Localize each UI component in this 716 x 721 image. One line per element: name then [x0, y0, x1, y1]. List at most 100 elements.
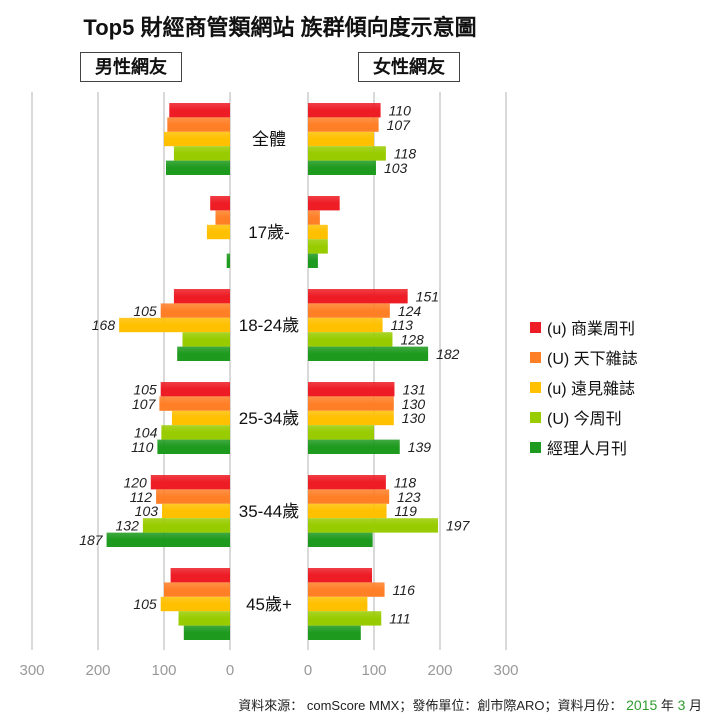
female-data-label: 130 — [402, 396, 426, 412]
legend-label: 經理人月刊 — [547, 441, 628, 458]
legend-swatch — [530, 381, 541, 393]
legend-item: (u) 遠見雜誌 — [530, 372, 638, 402]
female-bar — [308, 382, 395, 397]
source-year: 2015 — [626, 697, 658, 713]
female-data-label: 118 — [394, 146, 417, 162]
female-bar — [308, 146, 386, 161]
female-bar — [308, 439, 400, 454]
female-bar — [308, 532, 373, 547]
male-bar — [156, 489, 230, 504]
category-label: 25-34歲 — [239, 409, 299, 428]
male-bar — [164, 582, 230, 597]
male-data-label: 112 — [130, 489, 153, 505]
male-bar — [159, 396, 230, 411]
male-bar — [160, 303, 230, 318]
male-bar — [170, 568, 230, 583]
female-data-label: 182 — [436, 346, 460, 362]
legend-swatch — [530, 351, 541, 363]
male-data-label: 105 — [133, 381, 157, 397]
male-tick-label: 200 — [85, 662, 110, 679]
male-data-label: 168 — [92, 317, 116, 333]
legend-item: (u) 商業周刊 — [530, 312, 638, 342]
legend-label: (U) 天下雜誌 — [547, 351, 638, 368]
female-data-label: 111 — [389, 611, 410, 627]
male-bar — [106, 532, 230, 547]
male-bar — [157, 439, 230, 454]
female-bar — [308, 611, 382, 626]
source-month: 3 — [677, 697, 686, 713]
female-data-label: 110 — [389, 102, 412, 118]
female-bar — [308, 625, 361, 640]
female-tick-label: 100 — [361, 662, 386, 679]
male-bar — [171, 410, 230, 426]
female-data-label: 151 — [416, 288, 439, 304]
male-bar — [177, 346, 230, 361]
female-bar — [308, 289, 408, 304]
female-data-label: 124 — [398, 303, 422, 319]
male-bar — [160, 596, 230, 612]
female-bar — [308, 303, 390, 318]
legend-swatch — [530, 411, 541, 423]
female-data-label: 118 — [394, 474, 417, 490]
female-data-label: 131 — [402, 381, 425, 397]
male-data-label: 132 — [116, 518, 140, 534]
male-bar — [161, 425, 230, 440]
legend-label: (U) 今周刊 — [547, 411, 622, 428]
category-label: 35-44歲 — [239, 502, 299, 521]
category-label: 全體 — [252, 130, 286, 149]
male-bar — [162, 503, 230, 519]
female-bar — [308, 117, 379, 132]
source-month-unit: 月 — [688, 698, 702, 713]
source-text: 資料來源： comScore MMX；發佈單位：創市際ARO；資料月份： — [238, 698, 623, 713]
female-data-label: 116 — [393, 582, 416, 598]
male-tick-label: 100 — [151, 662, 176, 679]
male-bar — [164, 131, 230, 147]
chart-title: Top5 財經商管類網站 族群傾向度示意圖 — [83, 15, 477, 40]
male-data-label: 110 — [131, 439, 154, 455]
male-bar — [160, 382, 230, 397]
female-data-label: 107 — [387, 117, 412, 133]
female-bar — [308, 396, 394, 411]
category-label: 17歲- — [248, 223, 290, 242]
female-bar — [308, 425, 374, 440]
female-bar — [308, 489, 390, 504]
male-bar — [215, 210, 230, 225]
male-data-label: 120 — [123, 474, 147, 490]
male-bar — [173, 289, 230, 304]
female-bar — [308, 224, 328, 240]
category-label: 18-24歲 — [239, 316, 299, 335]
male-data-label: 107 — [132, 396, 157, 412]
male-bar — [165, 160, 230, 175]
male-bar — [169, 103, 230, 118]
female-data-label: 113 — [391, 317, 414, 333]
male-tick-label: 300 — [19, 662, 44, 679]
male-bar — [173, 146, 230, 161]
legend: (u) 商業周刊 (U) 天下雜誌 (u) 遠見雜誌 (U) 今周刊 經理人月刊 — [530, 312, 638, 462]
male-tick-label: 0 — [226, 662, 234, 679]
female-bar — [308, 346, 429, 361]
male-bar — [182, 332, 230, 347]
female-bar — [308, 160, 376, 175]
male-bar — [167, 117, 230, 132]
male-data-label: 187 — [79, 532, 104, 548]
source-note: 資料來源： comScore MMX；發佈單位：創市際ARO；資料月份： 201… — [238, 695, 702, 714]
female-bar — [308, 103, 381, 118]
category-label: 45歲+ — [246, 595, 292, 614]
female-bar — [308, 317, 383, 333]
male-bar — [206, 224, 230, 240]
female-bar — [308, 518, 439, 533]
male-data-label: 103 — [135, 503, 159, 519]
legend-item: 經理人月刊 — [530, 432, 638, 462]
legend-swatch — [530, 441, 541, 453]
female-bar — [308, 568, 373, 583]
female-bar — [308, 210, 320, 225]
female-data-label: 139 — [408, 439, 432, 455]
female-data-label: 123 — [397, 489, 421, 505]
female-bar — [308, 503, 387, 519]
female-bar — [308, 332, 393, 347]
female-bar — [308, 582, 385, 597]
female-data-label: 197 — [446, 518, 471, 534]
male-bar — [150, 475, 230, 490]
female-tick-label: 0 — [304, 662, 312, 679]
male-bar — [226, 253, 230, 268]
